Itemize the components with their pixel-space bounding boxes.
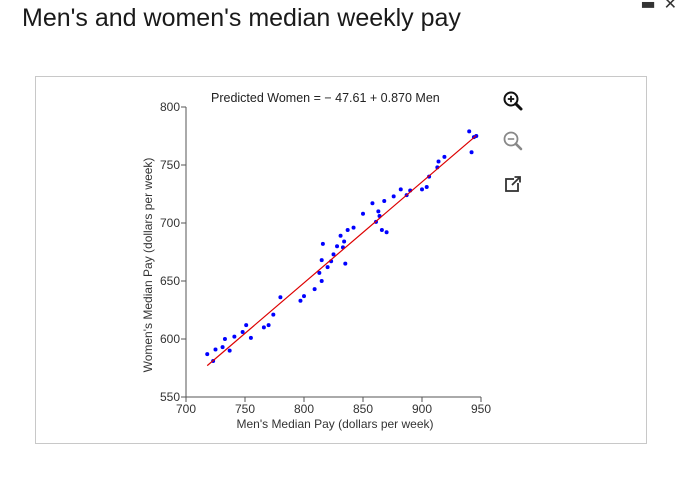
data-point bbox=[420, 187, 424, 192]
data-point bbox=[335, 244, 340, 249]
data-point bbox=[271, 312, 276, 317]
regression-line bbox=[206, 135, 477, 367]
data-point bbox=[248, 335, 253, 340]
data-point bbox=[312, 287, 317, 292]
x-tick-label: 950 bbox=[471, 402, 491, 416]
data-point bbox=[351, 225, 356, 230]
x-axis-title: Men's Median Pay (dollars per week) bbox=[236, 417, 433, 431]
data-point bbox=[361, 211, 365, 216]
data-point bbox=[278, 295, 283, 300]
data-point bbox=[382, 198, 387, 203]
y-tick-label: 700 bbox=[160, 216, 180, 230]
data-point bbox=[342, 239, 347, 244]
y-tick-label: 600 bbox=[160, 332, 180, 346]
data-point bbox=[302, 294, 306, 299]
data-point bbox=[222, 337, 227, 341]
x-tick-label: 900 bbox=[412, 402, 432, 416]
y-tick-label: 650 bbox=[160, 274, 180, 288]
data-point bbox=[320, 241, 325, 246]
zoom-out-button[interactable] bbox=[501, 129, 525, 153]
data-point bbox=[384, 230, 389, 235]
data-point bbox=[317, 270, 322, 275]
data-point bbox=[298, 298, 303, 303]
data-point bbox=[343, 261, 348, 266]
data-point bbox=[319, 258, 324, 263]
zoom-in-button[interactable] bbox=[501, 89, 525, 113]
data-point bbox=[220, 345, 225, 350]
window-controls: ▬✕ bbox=[640, 0, 685, 13]
data-point bbox=[331, 252, 336, 257]
y-tick-label: 550 bbox=[160, 390, 180, 404]
chart-panel: 700 750 800 850 900 950 550 600 650 700 750 800 Pre… bbox=[35, 76, 647, 444]
data-point bbox=[398, 187, 403, 192]
close-icon[interactable]: ✕ bbox=[663, 0, 685, 13]
page-title: Men's and women's median weekly pay bbox=[22, 4, 461, 32]
data-point bbox=[345, 227, 350, 232]
data-point bbox=[325, 265, 330, 270]
data-point bbox=[376, 209, 381, 214]
minimize-icon[interactable]: ▬ bbox=[640, 0, 664, 13]
data-point bbox=[205, 352, 210, 357]
zoom-in-icon bbox=[503, 91, 523, 111]
regression-equation: Predicted Women = − 47.61 + 0.870 Men bbox=[211, 91, 440, 105]
data-point bbox=[319, 279, 324, 283]
data-point bbox=[379, 227, 384, 232]
data-point bbox=[436, 159, 441, 164]
data-point bbox=[232, 334, 237, 339]
x-tick-label: 750 bbox=[235, 402, 255, 416]
data-point bbox=[261, 325, 266, 330]
data-point bbox=[213, 347, 218, 352]
data-points bbox=[205, 129, 479, 364]
data-point bbox=[467, 129, 472, 134]
y-tick-label: 750 bbox=[160, 158, 180, 172]
y-axis-title: Women's Median Pay (dollars per week) bbox=[141, 158, 155, 373]
x-tick-label: 850 bbox=[353, 402, 373, 416]
regression-line-group bbox=[206, 135, 477, 367]
external-link-icon bbox=[505, 175, 522, 192]
data-point bbox=[244, 323, 249, 328]
zoom-out-icon bbox=[503, 131, 523, 151]
data-point bbox=[424, 185, 429, 190]
x-tick-label: 800 bbox=[294, 402, 314, 416]
data-point bbox=[442, 154, 447, 159]
popout-button[interactable] bbox=[501, 172, 525, 196]
data-point bbox=[391, 194, 396, 199]
scatter-chart: 700 750 800 850 900 950 550 600 650 700 750 800 Pre… bbox=[141, 91, 491, 431]
data-point bbox=[370, 201, 375, 206]
data-point bbox=[240, 330, 245, 335]
axes: 700 750 800 850 900 950 550 600 650 700 750 800 bbox=[160, 100, 491, 416]
data-point bbox=[338, 233, 343, 238]
y-tick-label: 800 bbox=[160, 100, 180, 114]
x-tick-label: 700 bbox=[176, 402, 196, 416]
data-point bbox=[266, 323, 271, 328]
data-point bbox=[469, 150, 474, 155]
data-point bbox=[227, 348, 232, 353]
